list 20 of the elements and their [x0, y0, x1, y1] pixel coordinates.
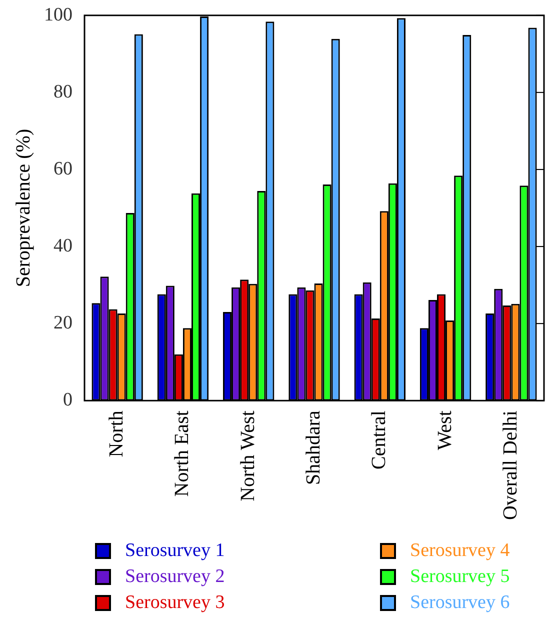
legend-label: Serosurvey 4	[410, 540, 510, 562]
x-tick-label: West	[434, 410, 456, 450]
y-tick-label: 20	[54, 312, 72, 334]
y-tick-label: 80	[54, 81, 72, 102]
legend-label: Serosurvey 3	[125, 592, 225, 614]
legend-label: Serosurvey 6	[410, 592, 510, 614]
x-tick-label: Shahdara	[302, 410, 324, 486]
x-tick-label: Overall Delhi	[499, 410, 522, 520]
x-tick-label: North	[106, 410, 128, 458]
legend-label: Serosurvey 2	[125, 566, 225, 588]
y-axis-title: Seroprevalence (%)	[12, 128, 34, 288]
y-tick-label: 0	[63, 390, 72, 411]
x-tick-label: North East	[171, 410, 194, 497]
y-tick-label: 100	[44, 4, 72, 26]
x-tick-label: Central	[368, 410, 390, 470]
y-tick-label: 40	[54, 236, 72, 256]
legend-label: Serosurvey 1	[125, 540, 225, 562]
y-tick-label: 60	[54, 158, 72, 180]
x-tick-label: North West	[236, 410, 259, 502]
legend-label: Serosurvey 5	[410, 566, 510, 588]
